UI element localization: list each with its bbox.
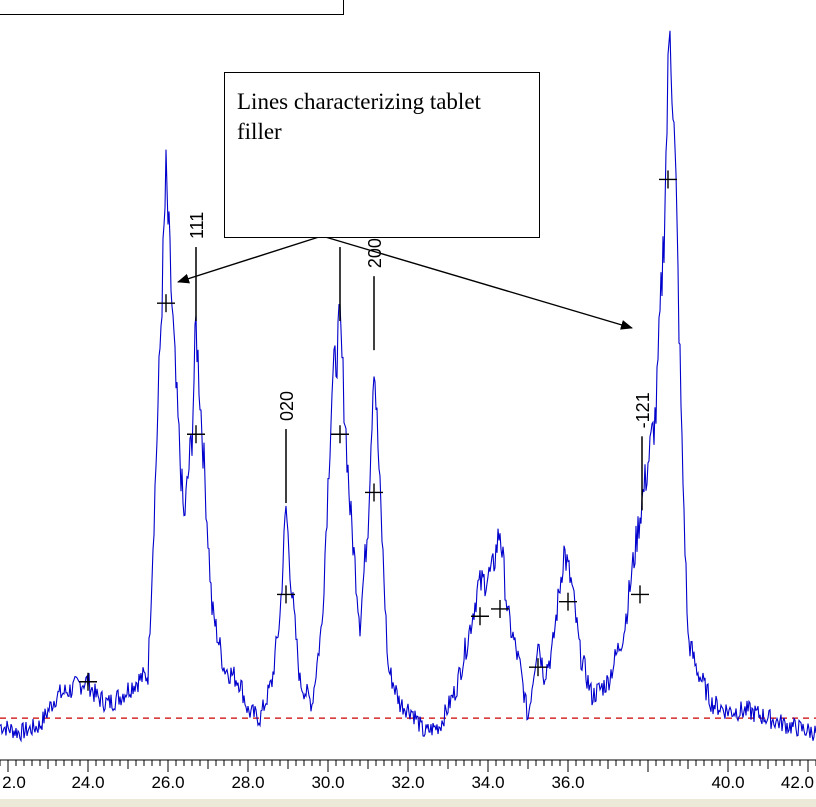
x-tick-label-9: 42.0: [781, 773, 814, 792]
x-tick-label-8: 40.0: [711, 773, 744, 792]
peak-label-4: -121: [633, 392, 653, 428]
x-axis: 2.0 24.0 26.0 28.0 30.0 32.0 34.0 36.0 40.0 42.0: [0, 758, 816, 807]
annotation-text: Lines characterizing tablet filler: [237, 89, 481, 144]
peak-marker-0: [79, 672, 97, 691]
peak-markers: [79, 170, 677, 691]
peak-marker-3: [277, 585, 295, 604]
peak-marker-10: [631, 585, 649, 604]
peak-label-0: 111: [187, 212, 207, 239]
peak-labels: 111020120200-121: [187, 209, 653, 511]
x-tick-label-5: 32.0: [391, 773, 424, 792]
axis-bottom-band: [0, 799, 816, 807]
annotation-arrow-left: [177, 235, 323, 284]
annotation-box: Lines characterizing tablet filler: [224, 72, 540, 238]
x-tick-label-0: 2.0: [2, 773, 26, 792]
x-tick-label-4: 30.0: [311, 773, 344, 792]
annotation-arrows: [177, 235, 633, 330]
annotation-arrow-right: [321, 235, 633, 330]
peak-marker-4: [331, 425, 349, 444]
series-line-0: [0, 30, 816, 743]
x-tick-label-2: 26.0: [151, 773, 184, 792]
peak-marker-5: [365, 483, 383, 502]
peak-marker-9: [559, 592, 577, 611]
peak-label-1: 020: [277, 391, 297, 421]
peak-label-3: 200: [365, 238, 385, 268]
x-tick-label-7: 36.0: [551, 773, 584, 792]
peak-marker-6: [471, 607, 489, 626]
peak-marker-7: [491, 599, 509, 618]
annotation-box-top: [0, 0, 344, 15]
peak-marker-8: [529, 658, 547, 677]
x-tick-label-3: 28.0: [231, 773, 264, 792]
x-tick-label-1: 24.0: [71, 773, 104, 792]
peak-marker-11: [659, 170, 677, 189]
series-layer: [0, 30, 816, 743]
x-tick-label-6: 34.0: [471, 773, 504, 792]
peak-marker-2: [187, 425, 205, 444]
peak-marker-1: [157, 294, 175, 313]
